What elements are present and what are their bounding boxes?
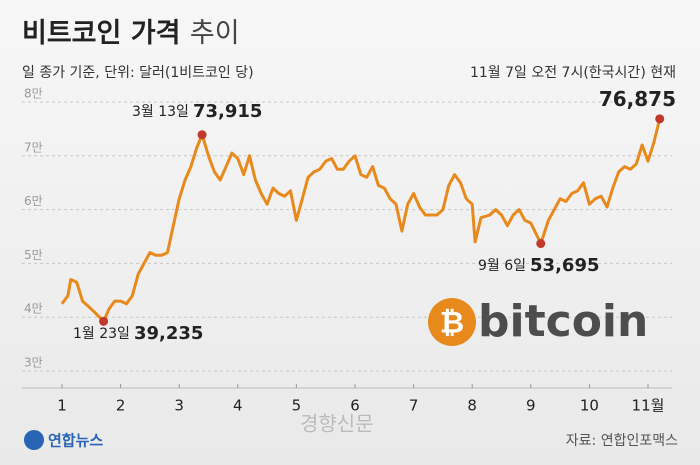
- subtitle: 일 종가 기준, 단위: 달러(1비트코인 당): [22, 65, 254, 81]
- source: 자료: 연합인포맥스: [566, 433, 678, 449]
- annotation-value: 73,915: [193, 101, 262, 122]
- bitcoin-wordmark: bitcoin: [478, 296, 648, 347]
- x-tick-label: 4: [233, 397, 243, 415]
- x-tick-label: 7: [409, 397, 419, 415]
- annotation-date: 3월 13일: [132, 104, 189, 120]
- annotation-date: 1월 23일: [73, 326, 130, 342]
- bitcoin-logo-icon: [428, 298, 476, 346]
- y-tick-label: 3만: [24, 356, 43, 370]
- annotation: 1월 23일 39,235: [73, 323, 203, 344]
- x-tick-label: 2: [116, 397, 126, 415]
- y-tick-label: 6만: [24, 194, 43, 208]
- title-light: 추이: [190, 18, 240, 49]
- current-note: 11월 7일 오전 7시(한국시간) 현재: [470, 65, 676, 81]
- x-tick-label: 3: [174, 397, 184, 415]
- marker: [99, 316, 109, 326]
- price-line: [60, 118, 662, 323]
- annotation: 3월 13일 73,915: [132, 101, 262, 122]
- x-tick-label: 9: [526, 397, 536, 415]
- y-tick-label: 8만: [24, 87, 43, 101]
- y-tick-label: 5만: [24, 248, 43, 262]
- x-tick-label: 1: [57, 397, 67, 415]
- annotation: 9월 6일 53,695: [478, 255, 600, 276]
- plot: 3만 4만 5만 6만 7만 8만 1 2 3 4 5 6 7 8 9 10 11월: [22, 87, 672, 415]
- chart-title: 비트코인 가격 추이: [22, 18, 240, 49]
- annotation: 76,875: [599, 87, 676, 111]
- annotation-value: 39,235: [134, 323, 203, 344]
- x-tick-label: 11월: [632, 397, 665, 415]
- annotation-value: 76,875: [599, 87, 676, 111]
- annotation-value: 53,695: [530, 255, 599, 276]
- y-tick-label: 4만: [24, 302, 43, 316]
- agency-logo-icon: [24, 430, 44, 450]
- marker: [536, 239, 546, 249]
- marker: [655, 114, 665, 124]
- x-tick-label: 6: [350, 397, 360, 415]
- bitcoin-symbol: ₿: [440, 306, 464, 341]
- watermark: 경향신문: [300, 412, 374, 436]
- agency: 연합뉴스: [48, 432, 103, 450]
- x-tick-label: 8: [467, 397, 477, 415]
- x-tick-label: 10: [580, 397, 599, 415]
- y-tick-label: 7만: [24, 140, 43, 154]
- marker: [197, 130, 207, 140]
- annotation-date: 9월 6일: [478, 258, 526, 274]
- title-main: 비트코인 가격: [22, 18, 180, 49]
- x-tick-label: 5: [292, 397, 302, 415]
